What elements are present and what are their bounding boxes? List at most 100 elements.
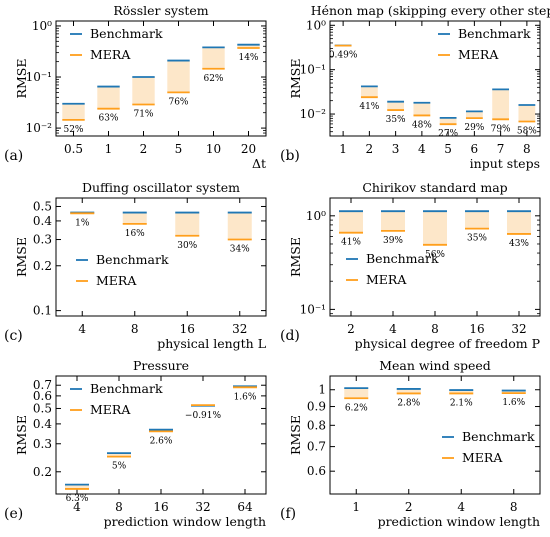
- y-axis-label: RMSE: [14, 415, 29, 455]
- legend-benchmark-label: Benchmark: [90, 381, 163, 396]
- panel-label: (a): [4, 148, 23, 164]
- chart-panel-3: 0.1 0.2 0.3 0.40.5 4 1% 8 16% 16 30% 32 34% Duffing …: [4, 180, 267, 351]
- improvement-label: 43%: [509, 239, 529, 249]
- x-tick-label: 20: [241, 142, 256, 156]
- x-axis-label: input steps: [470, 156, 540, 171]
- x-axis-label: physical length L: [157, 336, 266, 351]
- x-axis-label: physical degree of freedom P: [355, 336, 540, 351]
- y-tick-label: 10⁻¹: [300, 63, 326, 77]
- panel-label: (e): [4, 506, 23, 522]
- y-tick-label: 0.7: [307, 440, 326, 454]
- chart-panel-6: 0.6 0.7 0.8 0.9 1 1 6.2% 2 2.8% 4 2.1% 8 1.6% Mean wi…: [280, 358, 541, 529]
- legend-benchmark-label: Benchmark: [458, 26, 531, 41]
- x-tick-label: 64: [237, 500, 253, 514]
- difference-band: [132, 77, 155, 105]
- x-tick-label: 4: [418, 142, 426, 156]
- difference-band: [465, 111, 483, 119]
- difference-band: [465, 211, 489, 229]
- x-axis-label: Δt: [252, 156, 266, 171]
- difference-band: [492, 89, 510, 120]
- x-tick-label: 32: [195, 500, 210, 514]
- y-axis-label: RMSE: [14, 237, 29, 277]
- improvement-label: 29%: [464, 123, 484, 133]
- chart-panel-4: 10⁻¹ 10⁰ 2 41% 4 39% 8 56% 16 35% 32 43% Chirikov st…: [280, 180, 541, 351]
- y-tick-label: 0.6: [33, 389, 52, 403]
- difference-band: [387, 101, 405, 111]
- difference-band: [423, 211, 447, 245]
- x-tick-label: 5: [175, 142, 183, 156]
- improvement-label: 2.8%: [397, 398, 420, 408]
- legend-benchmark-label: Benchmark: [96, 252, 169, 267]
- legend-mera-label: MERA: [462, 450, 503, 465]
- x-tick-label: 1: [105, 142, 113, 156]
- x-tick-label: 2: [366, 142, 374, 156]
- improvement-label: 48%: [412, 120, 432, 130]
- y-tick-label: 10⁰: [306, 209, 326, 223]
- improvement-label: 30%: [177, 241, 197, 251]
- x-tick-label: 6: [471, 142, 479, 156]
- difference-band: [396, 388, 421, 394]
- difference-band: [413, 102, 431, 116]
- improvement-label: 52%: [63, 125, 83, 135]
- improvement-label: 63%: [98, 114, 118, 124]
- x-tick-label: 8: [431, 322, 439, 336]
- y-tick-label: 10⁻¹: [26, 70, 52, 84]
- difference-band: [449, 390, 474, 394]
- y-tick-label: 10⁻¹: [300, 302, 326, 316]
- panel-label: (f): [280, 506, 296, 522]
- x-tick-label: 8: [131, 322, 139, 336]
- x-tick-label: 16: [153, 500, 168, 514]
- y-tick-label: 0.5: [33, 199, 52, 213]
- improvement-label: 62%: [203, 74, 223, 84]
- x-tick-label: 32: [511, 322, 526, 336]
- improvement-label: 79%: [491, 124, 511, 134]
- y-tick-label: 0.4: [33, 214, 52, 228]
- y-tick-label: 0.6: [307, 464, 326, 478]
- improvement-label: 1.6%: [502, 398, 525, 408]
- x-tick-label: 8: [115, 500, 123, 514]
- axes-frame: [55, 197, 267, 317]
- legend: Benchmark MERA: [70, 381, 163, 417]
- improvement-label: 27%: [438, 129, 458, 139]
- difference-band: [360, 86, 378, 98]
- improvement-label: 34%: [230, 245, 250, 255]
- difference-band: [501, 390, 526, 394]
- y-tick-label: 0.1: [33, 304, 52, 318]
- y-tick-label: 0.9: [307, 400, 326, 414]
- chart-panel-1: 10⁻² 10⁻¹ 10⁰ 0.5 52% 1 63% 2 71% 5 76% 10 62% 20 14% R…: [4, 3, 267, 171]
- x-tick-label: 32: [232, 322, 247, 336]
- improvement-label: 2.1%: [450, 398, 473, 408]
- difference-band: [202, 47, 225, 69]
- difference-band: [167, 60, 190, 93]
- y-tick-label: 0.2: [33, 465, 52, 479]
- chart-title: Hénon map (skipping every other step): [311, 3, 550, 18]
- x-tick-label: 10: [206, 142, 221, 156]
- x-tick-label: 2: [140, 142, 148, 156]
- improvement-label: 1%: [75, 218, 90, 228]
- panel-label: (b): [280, 148, 300, 164]
- improvement-label: 41%: [359, 102, 379, 112]
- difference-band: [344, 388, 369, 399]
- legend: Benchmark MERA: [442, 429, 535, 465]
- x-tick-label: 1: [339, 142, 347, 156]
- difference-band: [439, 117, 457, 125]
- y-tick-label: 10⁻²: [300, 107, 327, 121]
- x-tick-label: 8: [523, 142, 531, 156]
- legend-mera-label: MERA: [90, 402, 131, 417]
- chart-panel-2: 10⁻² 10⁻¹ 10⁰ 1 0.49% 2 41% 3 35% 4 48% 5 27% 6 29% 7 79…: [280, 3, 550, 171]
- x-tick-label: 4: [73, 500, 81, 514]
- improvement-label: 35%: [467, 234, 487, 244]
- x-tick-label: 1: [352, 500, 360, 514]
- y-tick-label: 1: [318, 383, 326, 397]
- improvement-label: 35%: [386, 115, 406, 125]
- x-tick-label: 2: [405, 500, 413, 514]
- y-tick-label: 0.3: [33, 437, 52, 451]
- legend: Benchmark MERA: [346, 251, 439, 287]
- x-axis-label: prediction window length: [378, 514, 540, 529]
- difference-band: [518, 104, 536, 122]
- x-tick-label: 8: [510, 500, 518, 514]
- difference-band: [97, 86, 120, 109]
- x-axis-label: prediction window length: [104, 514, 266, 529]
- legend-mera-label: MERA: [96, 273, 137, 288]
